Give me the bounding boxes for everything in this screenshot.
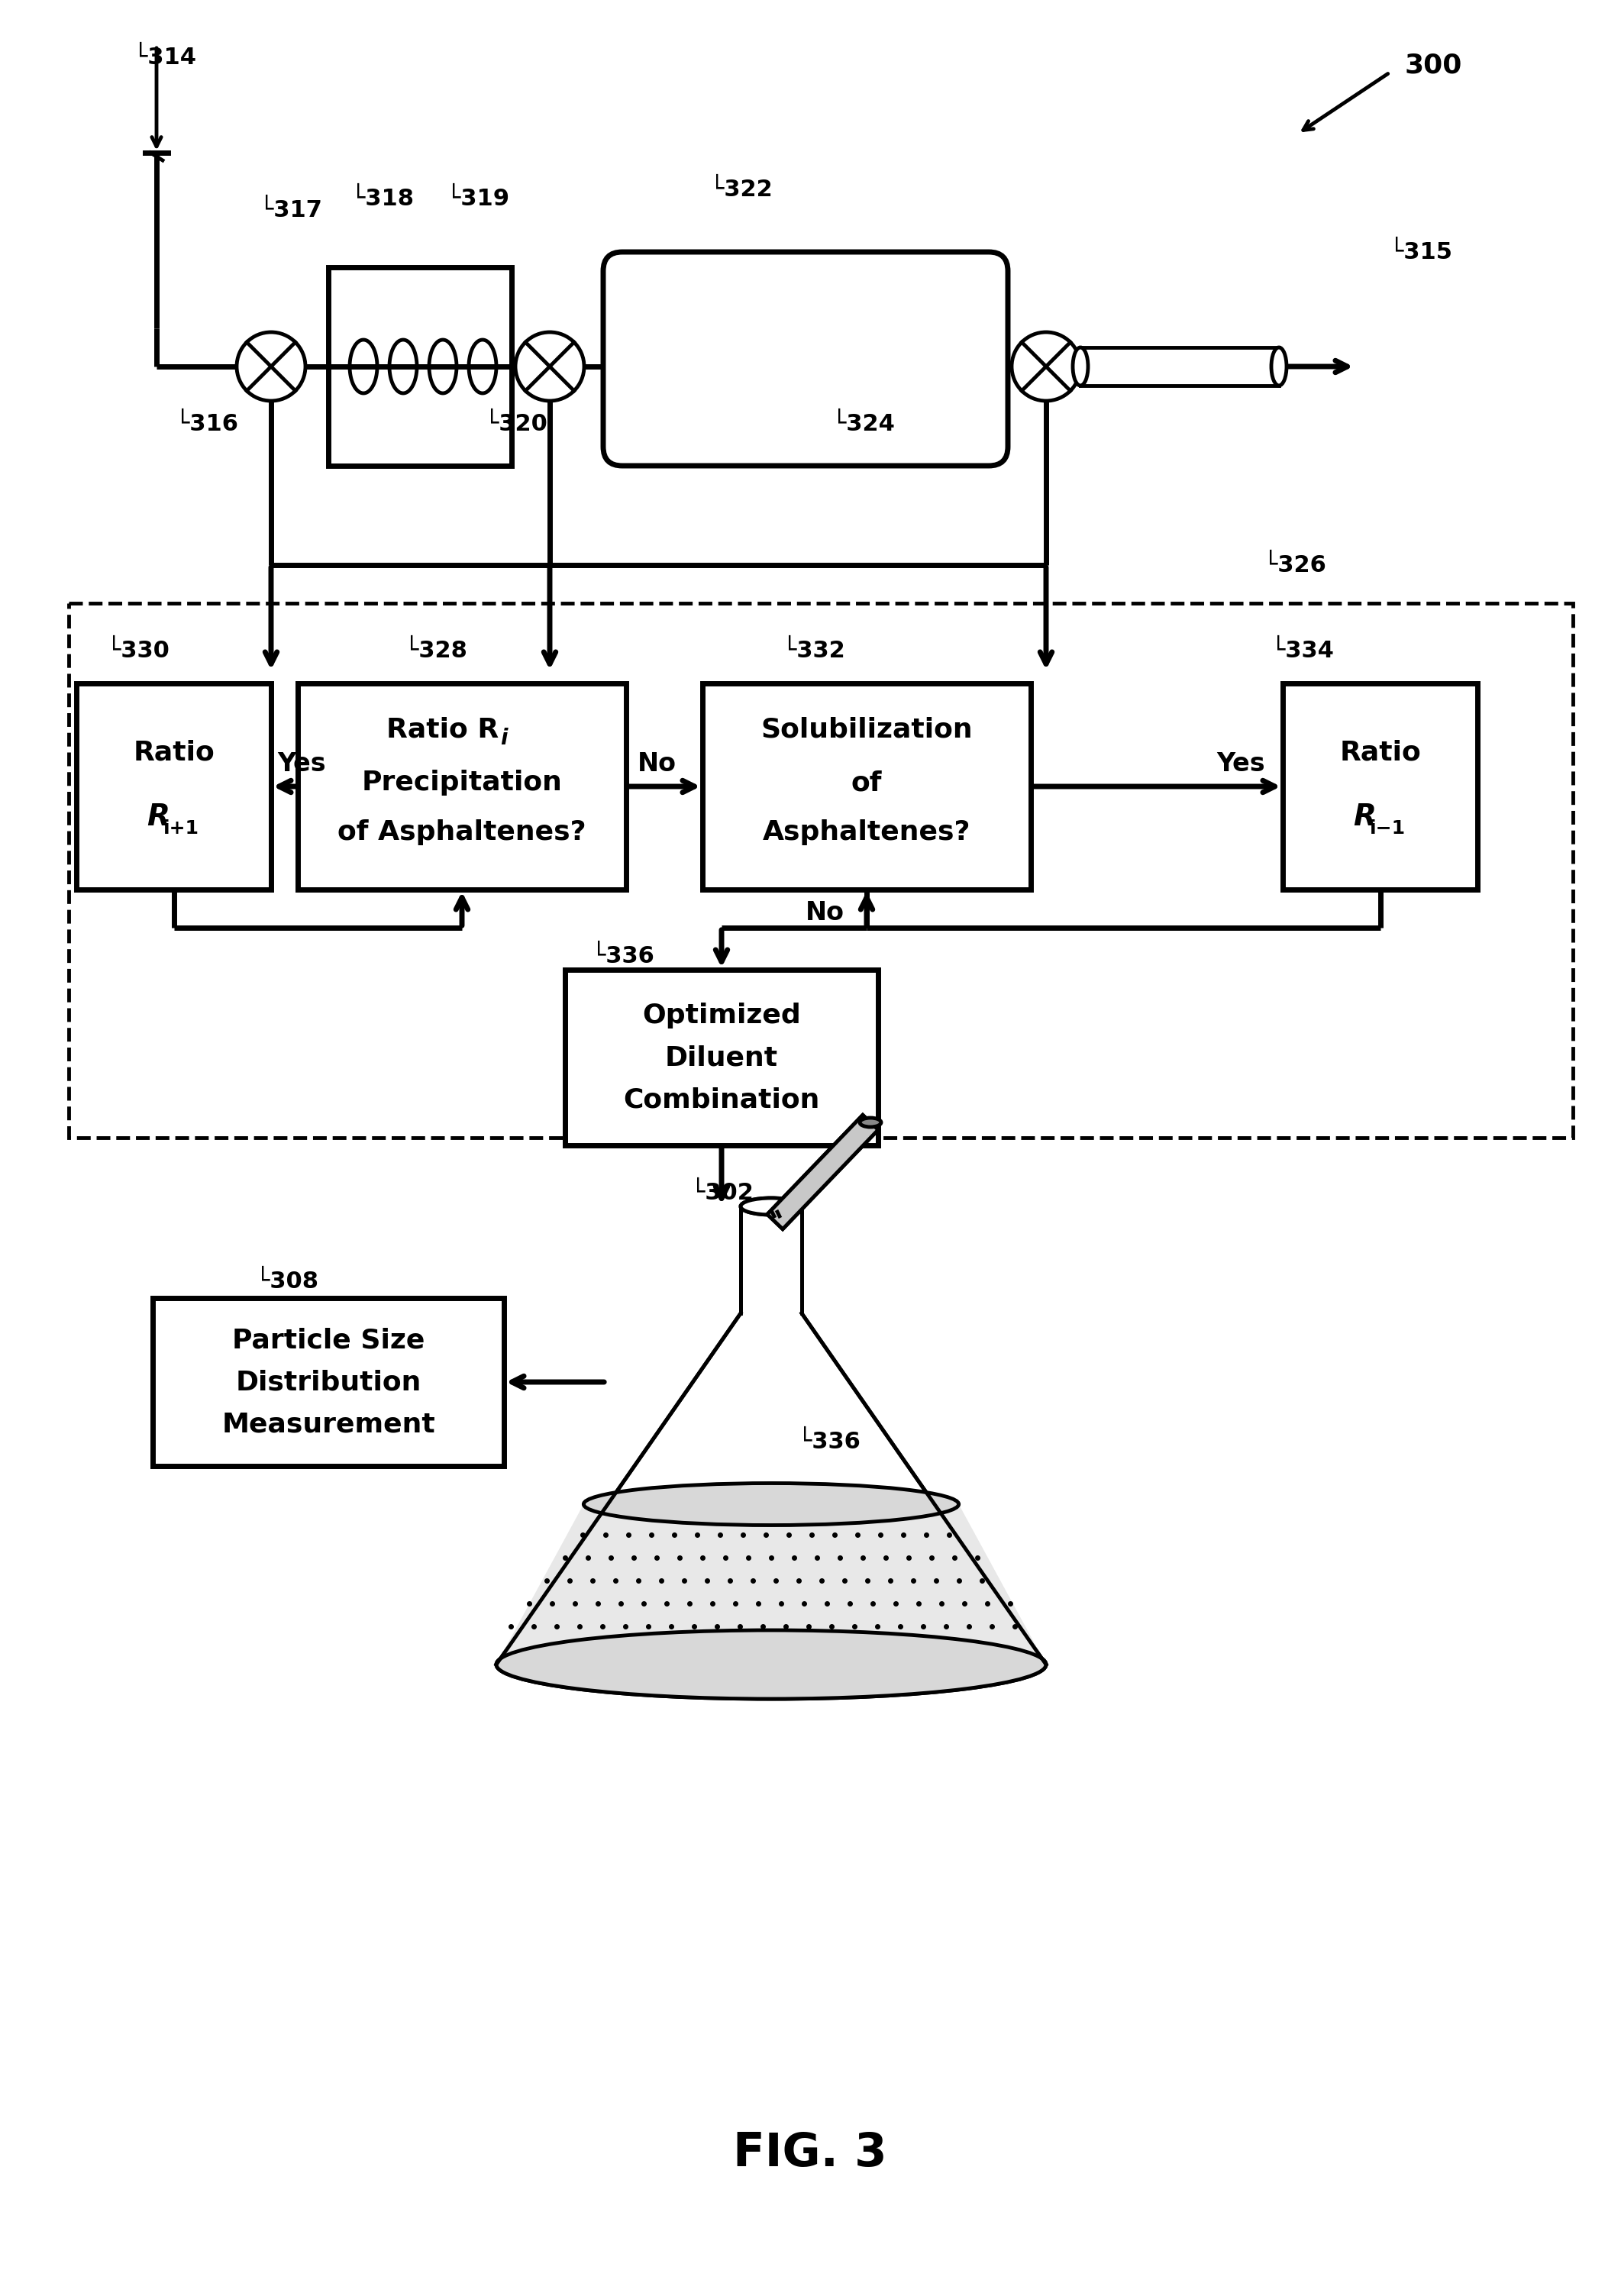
Ellipse shape — [741, 1199, 802, 1215]
Text: No: No — [806, 900, 845, 925]
Bar — [1282, 684, 1477, 889]
Text: └328: └328 — [405, 638, 467, 661]
Text: └322: └322 — [710, 179, 773, 200]
Text: FIG. 3: FIG. 3 — [733, 2131, 887, 2177]
Bar — [1081, 347, 1279, 386]
Text: └317: └317 — [259, 200, 323, 220]
Bar — [329, 266, 512, 466]
Circle shape — [237, 333, 305, 402]
Text: Ratio: Ratio — [1339, 739, 1422, 765]
Text: i: i — [501, 728, 507, 748]
Text: i−1: i−1 — [1370, 820, 1405, 838]
Polygon shape — [767, 1116, 879, 1228]
Ellipse shape — [496, 1630, 1046, 1699]
Circle shape — [1012, 333, 1081, 402]
Text: └308: └308 — [256, 1270, 318, 1293]
Ellipse shape — [859, 1118, 882, 1127]
Text: └314: └314 — [133, 46, 196, 69]
Text: └316: └316 — [175, 413, 238, 434]
Text: └320: └320 — [485, 413, 548, 434]
Text: Ratio: Ratio — [133, 739, 214, 765]
Polygon shape — [496, 1205, 1046, 1665]
Circle shape — [515, 333, 584, 402]
Text: No: No — [637, 751, 676, 776]
Bar — [566, 969, 879, 1146]
Text: Combination: Combination — [624, 1086, 820, 1114]
Text: R: R — [1354, 804, 1376, 831]
Text: └332: └332 — [783, 638, 845, 661]
Text: └336: └336 — [798, 1430, 861, 1453]
Bar — [702, 684, 1031, 889]
Text: └315: └315 — [1389, 241, 1452, 264]
Text: └318: └318 — [352, 188, 413, 209]
Text: R: R — [148, 804, 170, 831]
Text: Yes: Yes — [277, 751, 326, 776]
Text: 300: 300 — [1405, 53, 1462, 78]
Text: └319: └319 — [447, 188, 509, 209]
Ellipse shape — [1271, 347, 1287, 386]
Text: Distribution: Distribution — [235, 1368, 421, 1396]
Text: i+1: i+1 — [164, 820, 199, 838]
Text: Particle Size: Particle Size — [232, 1327, 425, 1352]
Text: Precipitation: Precipitation — [361, 769, 562, 797]
Text: Solubilization: Solubilization — [760, 716, 973, 742]
Text: Measurement: Measurement — [222, 1412, 434, 1437]
Text: of: of — [851, 769, 882, 797]
Text: └334: └334 — [1271, 638, 1334, 661]
Text: └336: └336 — [592, 946, 655, 967]
Text: └324: └324 — [832, 413, 895, 434]
Ellipse shape — [1073, 347, 1088, 386]
Polygon shape — [496, 1504, 1046, 1665]
Bar — [152, 1297, 504, 1467]
Polygon shape — [767, 1116, 879, 1228]
Text: └302: └302 — [691, 1182, 754, 1203]
Text: Diluent: Diluent — [665, 1045, 778, 1070]
Ellipse shape — [584, 1483, 958, 1525]
Text: Asphaltenes?: Asphaltenes? — [762, 820, 971, 845]
Ellipse shape — [496, 1630, 1046, 1699]
Text: └330: └330 — [107, 638, 170, 661]
Text: Ratio R: Ratio R — [387, 716, 499, 742]
Text: └326: └326 — [1264, 553, 1326, 576]
Ellipse shape — [741, 1199, 802, 1215]
Text: Optimized: Optimized — [642, 1003, 801, 1029]
Bar — [76, 684, 271, 889]
Text: Yes: Yes — [1216, 751, 1264, 776]
Bar — [68, 604, 1572, 1139]
FancyBboxPatch shape — [603, 253, 1008, 466]
Bar — [298, 684, 626, 889]
Text: of Asphaltenes?: of Asphaltenes? — [337, 820, 587, 845]
